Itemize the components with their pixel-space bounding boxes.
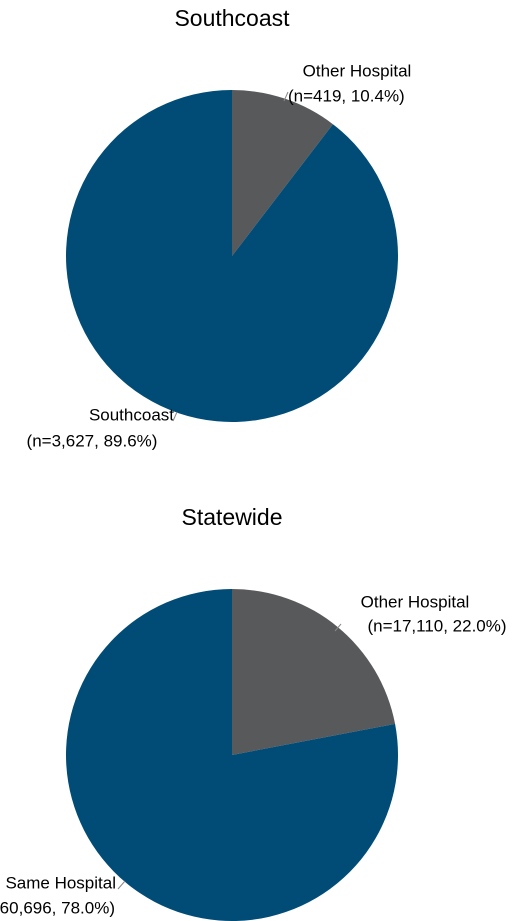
leader-line (117, 880, 126, 890)
value-label: (n=3,627, 89.6%) (27, 431, 158, 450)
pie-slice (232, 589, 396, 755)
value-label: (n=17,110, 22.0%) (367, 616, 506, 635)
value-label: (n=419, 10.4%) (288, 86, 405, 105)
pie-slice (66, 90, 399, 422)
slice-label: Same Hospital (5, 873, 116, 892)
leader-line (283, 91, 289, 102)
slice-label: Other Hospital (361, 592, 470, 611)
value-label: (n=60,696, 78.0%) (0, 898, 115, 917)
slice-label: Other Hospital (303, 61, 412, 80)
slice-label: Southcoast (89, 405, 174, 424)
leader-line (172, 411, 178, 422)
chart-title: Southcoast (174, 5, 290, 31)
leader-line (334, 623, 342, 632)
chart-title: Statewide (181, 504, 282, 530)
pie-slice (66, 589, 398, 921)
pie-slice (232, 90, 333, 256)
